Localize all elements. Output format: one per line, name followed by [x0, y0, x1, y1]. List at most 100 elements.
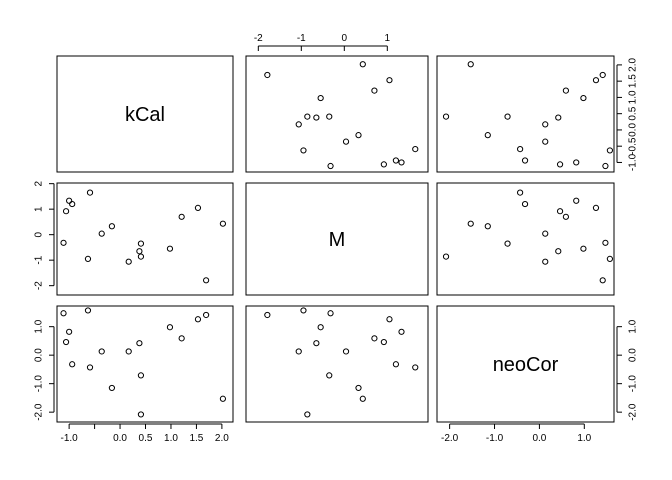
right-tick-label-neoCor: -1.0 — [628, 375, 639, 393]
data-point — [467, 220, 474, 227]
data-point — [380, 338, 387, 346]
y-tick-label-M: -1 — [34, 255, 45, 264]
panel-neoCor-M — [245, 305, 429, 423]
data-point — [592, 204, 600, 211]
variable-label-kCal: kCal — [125, 104, 165, 126]
data-point — [555, 248, 562, 255]
variable-label-M: M — [329, 229, 346, 251]
data-point — [66, 197, 73, 204]
data-point — [264, 71, 271, 79]
data-point — [359, 61, 366, 68]
variable-label-neoCor: neoCor — [493, 354, 559, 376]
y-tick-label-M: 1 — [34, 206, 45, 212]
data-point — [602, 162, 609, 170]
data-point — [137, 253, 145, 260]
data-point — [166, 245, 174, 252]
right-tick-label-kCal: -0.5 — [628, 137, 639, 155]
panel-kCal-kCal — [56, 55, 234, 173]
data-point — [125, 258, 132, 265]
data-point — [108, 384, 116, 392]
x-tick-label-neoCor: -1.0 — [486, 433, 504, 444]
data-point — [580, 245, 587, 252]
data-point — [342, 348, 350, 355]
data-point — [317, 324, 324, 331]
data-point — [467, 61, 474, 68]
data-point — [62, 338, 70, 346]
data-point — [542, 230, 549, 237]
data-point — [602, 239, 609, 246]
data-point — [599, 277, 606, 284]
data-point — [84, 307, 92, 314]
data-point — [203, 277, 210, 284]
top-tick-label-M: -2 — [254, 33, 263, 44]
right-tick-label-neoCor: -2.0 — [628, 403, 639, 421]
data-point — [125, 348, 132, 355]
data-point — [84, 255, 92, 262]
panel-kCal-neoCor — [436, 55, 615, 173]
right-tick-label-neoCor: 0.0 — [628, 348, 639, 362]
panel-M-kCal — [56, 182, 234, 296]
data-point — [219, 395, 227, 402]
data-point — [137, 240, 145, 247]
data-point — [219, 220, 227, 227]
data-point — [60, 310, 67, 317]
data-point — [521, 200, 529, 208]
x-tick-label-kCal: 1.0 — [164, 433, 178, 444]
data-point — [556, 161, 564, 168]
data-point — [606, 255, 613, 262]
data-point — [556, 208, 564, 215]
panel-neoCor-neoCor — [436, 305, 615, 423]
data-point — [573, 159, 580, 166]
data-point — [317, 94, 324, 102]
data-point — [60, 239, 67, 246]
data-point — [542, 138, 549, 145]
top-tick-label-M: 1 — [385, 33, 391, 44]
y-tick-label-neoCor: -1.0 — [34, 375, 45, 393]
panel-neoCor-kCal — [56, 305, 234, 423]
y-tick-label-neoCor: -2.0 — [34, 403, 45, 421]
data-point — [326, 113, 333, 120]
x-tick-label-neoCor: -2.0 — [441, 433, 459, 444]
y-tick-label-neoCor: 1.0 — [34, 319, 45, 333]
data-point — [517, 189, 524, 196]
data-point — [295, 121, 302, 128]
y-tick-label-M: 2 — [34, 180, 45, 186]
x-tick-label-kCal: 1.5 — [189, 433, 203, 444]
data-point — [484, 223, 491, 230]
data-point — [517, 146, 524, 153]
right-tick-label-neoCor: 1.0 — [628, 319, 639, 333]
data-point — [592, 77, 600, 84]
data-point — [108, 223, 116, 230]
data-point — [359, 395, 366, 402]
data-point — [69, 361, 76, 368]
data-point — [542, 121, 549, 128]
data-point — [386, 77, 393, 84]
data-point — [412, 146, 419, 153]
data-point — [178, 213, 185, 220]
data-point — [203, 311, 210, 319]
data-point — [504, 240, 511, 247]
right-tick-label-kCal: 2.0 — [628, 58, 639, 72]
data-point — [86, 364, 94, 371]
right-tick-label-kCal: 0.0 — [628, 123, 639, 137]
data-point — [380, 161, 387, 168]
data-point — [300, 147, 307, 154]
data-point — [264, 311, 271, 319]
data-point — [166, 324, 174, 331]
data-point — [392, 157, 400, 164]
x-tick-label-neoCor: 1.0 — [577, 433, 591, 444]
data-point — [580, 94, 587, 102]
data-point — [300, 307, 307, 314]
data-point — [86, 189, 94, 196]
data-point — [136, 248, 143, 255]
data-point — [313, 114, 320, 121]
data-point — [521, 157, 529, 164]
y-tick-label-M: -2 — [34, 281, 45, 290]
right-tick-label-kCal: 0.5 — [628, 106, 639, 120]
x-tick-label-neoCor: 0.0 — [532, 433, 546, 444]
top-tick-label-M: -1 — [297, 33, 306, 44]
data-point — [392, 361, 400, 368]
data-point — [327, 310, 334, 317]
x-tick-label-kCal: 0.0 — [113, 433, 127, 444]
